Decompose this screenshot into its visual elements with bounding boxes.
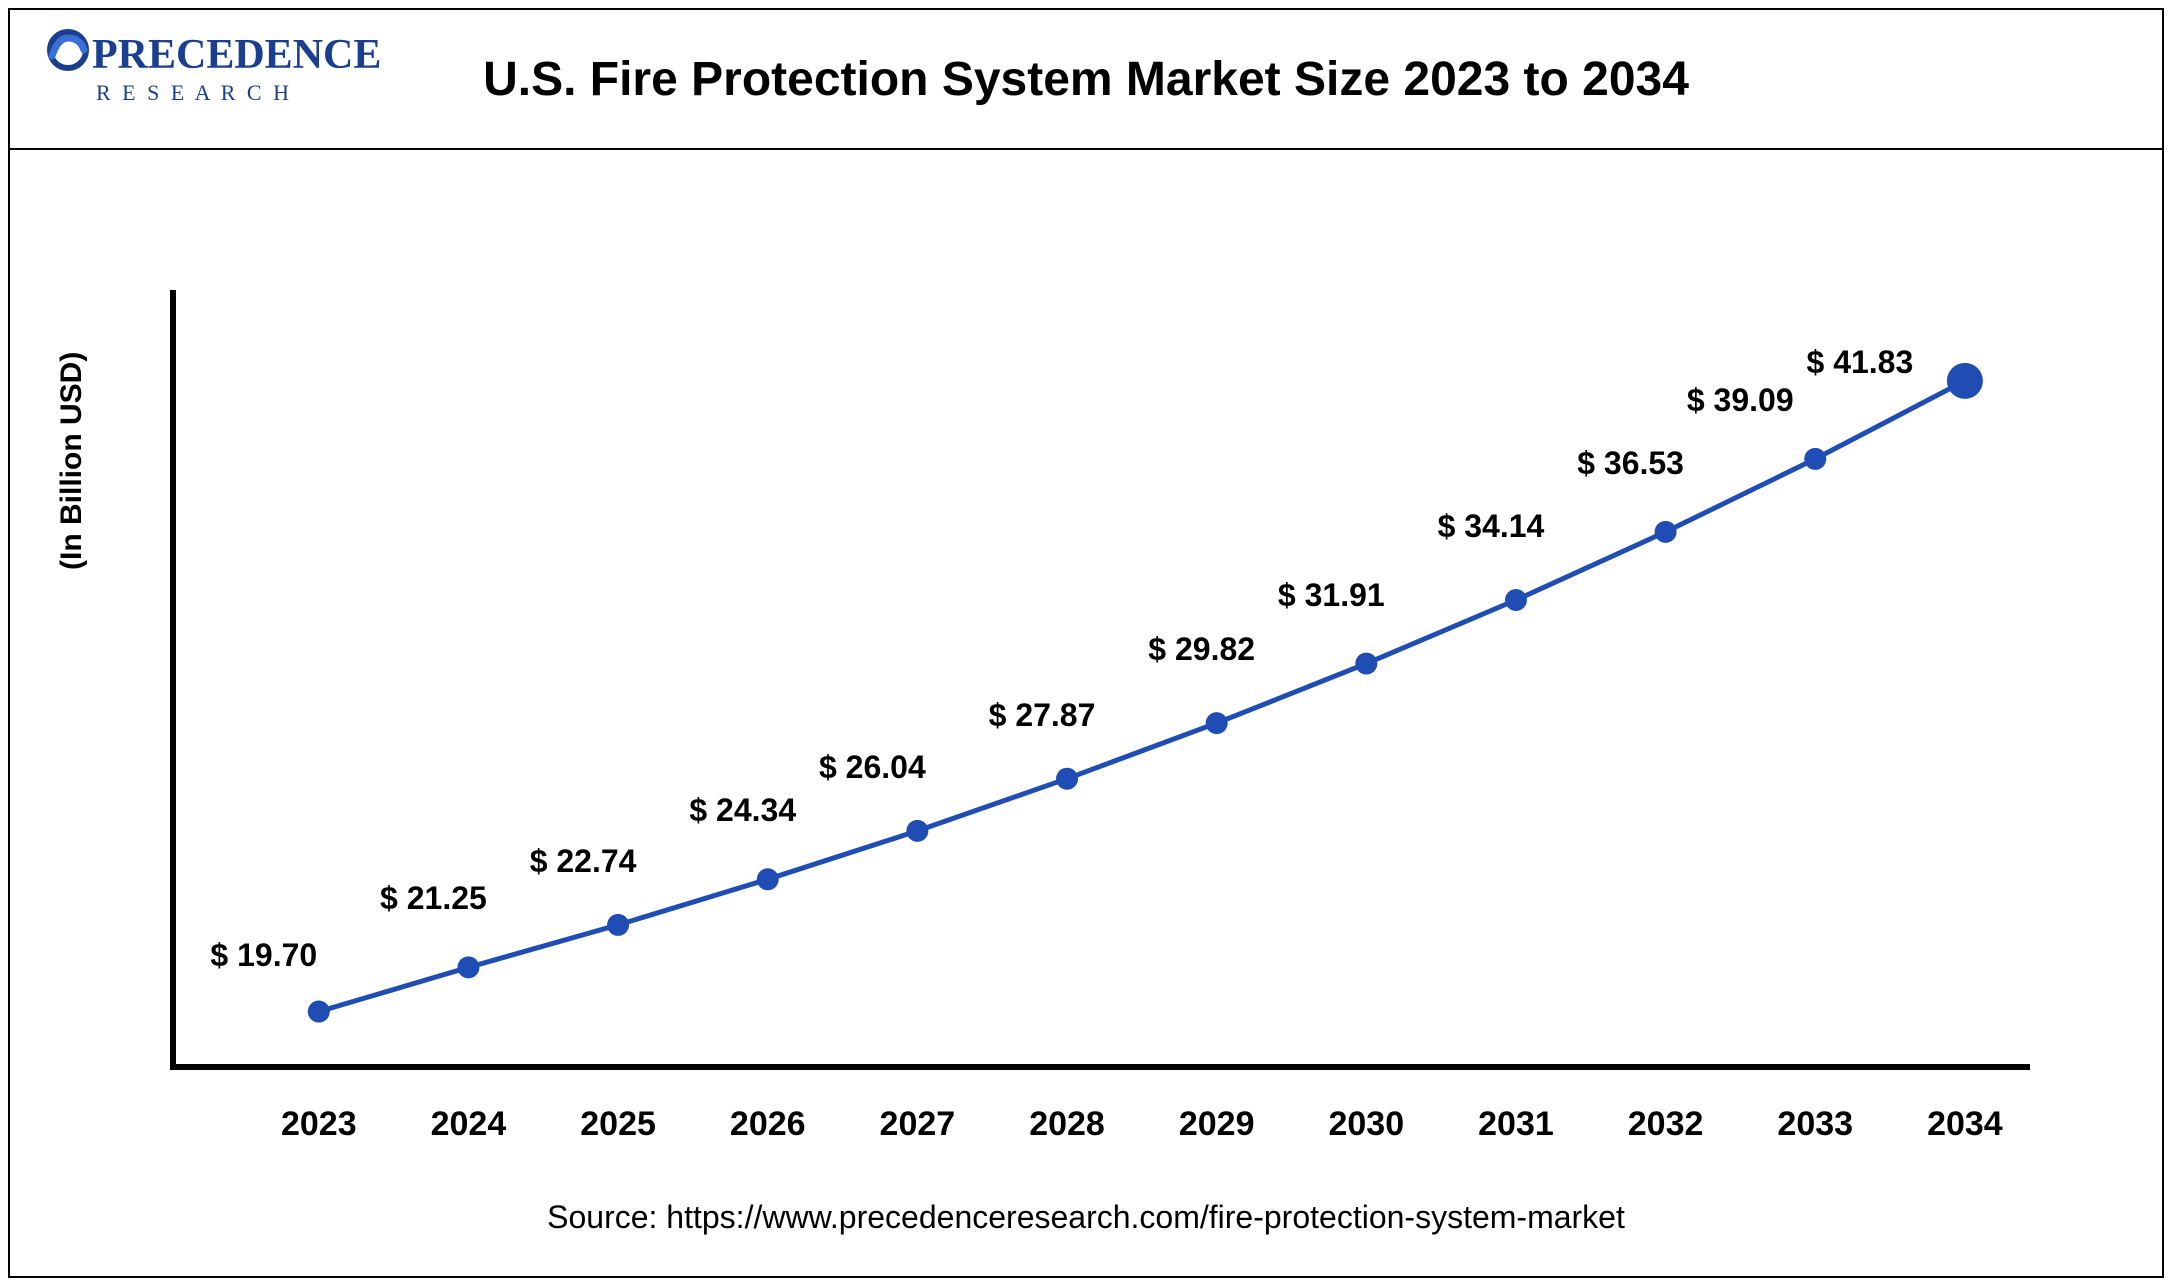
data-label: $ 34.14 (1438, 508, 1545, 545)
data-label: $ 26.04 (819, 749, 926, 786)
x-tick-label: 2026 (730, 1105, 806, 1144)
x-tick-label: 2025 (580, 1105, 656, 1144)
data-label: $ 31.91 (1278, 577, 1385, 614)
data-label: $ 24.34 (689, 792, 796, 829)
source-text: Source: https://www.precedenceresearch.c… (10, 1199, 2162, 1236)
x-tick-label: 2031 (1478, 1105, 1554, 1144)
x-tick-label: 2034 (1927, 1105, 2003, 1144)
header: PRECEDENCE R E S E A R C H U.S. Fire Pro… (10, 10, 2162, 150)
y-axis-label: (In Billion USD) (55, 352, 89, 570)
logo-text-lower: R E S E A R C H (96, 80, 292, 105)
precedence-logo: PRECEDENCE R E S E A R C H (40, 28, 380, 133)
chart-line (319, 381, 1965, 1012)
data-point (1655, 521, 1677, 543)
data-label: $ 19.70 (210, 937, 317, 974)
x-tick-label: 2027 (880, 1105, 956, 1144)
data-label: $ 39.09 (1687, 382, 1794, 419)
data-point (1804, 448, 1826, 470)
data-point (607, 914, 629, 936)
data-label: $ 41.83 (1807, 344, 1914, 381)
data-point (1505, 589, 1527, 611)
data-label: $ 22.74 (530, 843, 637, 880)
data-point (1947, 363, 1983, 399)
x-tick-label: 2030 (1328, 1105, 1404, 1144)
x-tick-label: 2033 (1777, 1105, 1853, 1144)
data-point (308, 1001, 330, 1023)
data-label: $ 27.87 (989, 697, 1096, 734)
x-tick-label: 2023 (281, 1105, 357, 1144)
data-point (757, 868, 779, 890)
data-point (1056, 768, 1078, 790)
data-label: $ 21.25 (380, 880, 487, 917)
x-tick-label: 2028 (1029, 1105, 1105, 1144)
data-label: $ 36.53 (1577, 445, 1684, 482)
data-point (906, 820, 928, 842)
x-tick-label: 2029 (1179, 1105, 1255, 1144)
data-label: $ 29.82 (1148, 631, 1255, 668)
x-tick-label: 2024 (431, 1105, 507, 1144)
logo-text-upper: PRECEDENCE (92, 32, 380, 78)
chart-frame: PRECEDENCE R E S E A R C H U.S. Fire Pro… (8, 8, 2164, 1278)
data-point (1355, 653, 1377, 675)
data-point (457, 956, 479, 978)
x-tick-label: 2032 (1628, 1105, 1704, 1144)
data-point (1206, 712, 1228, 734)
